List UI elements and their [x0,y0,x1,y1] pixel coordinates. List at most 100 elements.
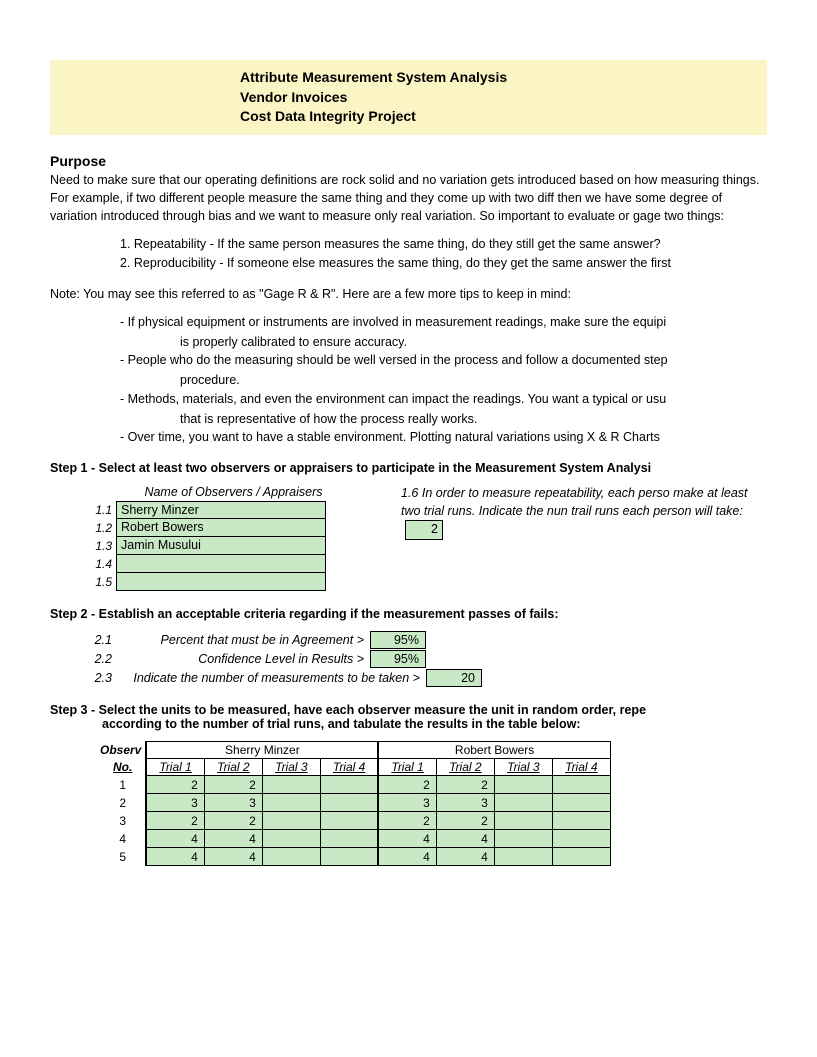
trial-head: Trial 4 [552,759,610,776]
observer-row: 1.4 [90,555,351,573]
trial-head: Trial 2 [204,759,262,776]
measurement-cell[interactable] [262,812,320,830]
measurement-cell[interactable]: 3 [436,794,494,812]
step-1-content: Name of Observers / Appraisers 1.1Sherry… [90,485,767,591]
tip-2: - People who do the measuring should be … [120,351,767,370]
measurement-cell[interactable]: 4 [378,848,436,866]
observer-name-input[interactable]: Sherry Minzer [116,501,326,519]
observer-row-num: 1.1 [90,501,116,519]
measurement-cell[interactable]: 2 [436,776,494,794]
measurement-cell[interactable] [494,776,552,794]
criteria-row: 2.3Indicate the number of measurements t… [90,669,767,687]
measurement-cell[interactable] [320,848,378,866]
observer-row-num: 1.5 [90,573,116,591]
observers-table: Name of Observers / Appraisers 1.1Sherry… [90,485,351,591]
observer-row: 1.2Robert Bowers [90,519,351,537]
trial-head: Trial 2 [436,759,494,776]
measurement-cell[interactable]: 4 [378,830,436,848]
criteria-value-input[interactable]: 95% [370,650,426,668]
measurement-cell[interactable] [494,830,552,848]
trial-head: Trial 1 [378,759,436,776]
criteria-num: 2.3 [90,671,120,685]
measurement-cell[interactable] [552,794,610,812]
tip-1: - If physical equipment or instruments a… [120,313,767,332]
measurement-cell[interactable] [320,812,378,830]
measurement-cell[interactable]: 4 [146,830,204,848]
title-line-1: Attribute Measurement System Analysis [240,68,767,88]
measurement-cell[interactable] [494,848,552,866]
step-1-heading: Step 1 - Select at least two observers o… [50,461,767,475]
trial-count-input[interactable]: 2 [405,520,443,540]
purpose-item-1: 1. Repeatability - If the same person me… [120,235,767,254]
purpose-numbered-list: 1. Repeatability - If the same person me… [50,235,767,273]
measurement-cell[interactable] [262,794,320,812]
measurement-cell[interactable]: 2 [146,812,204,830]
row-number: 3 [100,812,146,830]
trial-head: Trial 3 [494,759,552,776]
criteria-num: 2.1 [90,633,120,647]
observer-name-input[interactable]: Jamin Musului [116,537,326,555]
criteria-value-input[interactable]: 20 [426,669,482,687]
step-3-heading-l1: Step 3 - Select the units to be measured… [50,703,646,717]
observers-header: Name of Observers / Appraisers [116,485,351,499]
criteria-label: Confidence Level in Results > [120,652,370,666]
measurement-table: ObservSherry MinzerRobert BowersNo.Trial… [100,741,611,866]
observ-label: Observ [100,742,146,759]
observer-row: 1.5 [90,573,351,591]
trial-head: Trial 4 [320,759,378,776]
measurement-cell[interactable] [552,812,610,830]
observer-name-input[interactable]: Robert Bowers [116,519,326,537]
observer-row: 1.3Jamin Musului [90,537,351,555]
title-line-3: Cost Data Integrity Project [240,107,767,127]
measurement-cell[interactable] [320,776,378,794]
measurement-cell[interactable]: 3 [146,794,204,812]
row-number: 2 [100,794,146,812]
measurement-cell[interactable] [262,848,320,866]
measurement-cell[interactable]: 4 [204,848,262,866]
measurement-cell[interactable] [552,830,610,848]
measurement-cell[interactable]: 4 [436,848,494,866]
measurement-cell[interactable]: 2 [436,812,494,830]
tip-2-cont: procedure. [120,371,767,390]
step-2-heading: Step 2 - Establish an acceptable criteri… [50,607,767,621]
observer-row-num: 1.3 [90,537,116,555]
observer-name-input[interactable] [116,555,326,573]
measurement-cell[interactable]: 2 [378,776,436,794]
measurement-cell[interactable] [320,830,378,848]
criteria-num: 2.2 [90,652,120,666]
measurement-cell[interactable] [262,776,320,794]
tip-1-cont: is properly calibrated to ensure accurac… [120,333,767,352]
tip-4: - Over time, you want to have a stable e… [120,428,767,447]
observer-group-head: Sherry Minzer [146,742,378,759]
observer-name-input[interactable] [116,573,326,591]
step-1-right-num: 1.6 [401,486,418,500]
criteria-label: Percent that must be in Agreement > [120,633,370,647]
measurement-cell[interactable] [552,776,610,794]
measurement-cell[interactable]: 2 [204,776,262,794]
measurement-cell[interactable] [494,794,552,812]
measurement-cell[interactable] [262,830,320,848]
step-2-content: 2.1Percent that must be in Agreement >95… [90,631,767,687]
measurement-cell[interactable]: 2 [204,812,262,830]
observer-row-num: 1.2 [90,519,116,537]
criteria-label: Indicate the number of measurements to b… [120,671,426,685]
measurement-cell[interactable]: 4 [436,830,494,848]
measurement-cell[interactable] [494,812,552,830]
criteria-value-input[interactable]: 95% [370,631,426,649]
step-1-right-note: 1.6 In order to measure repeatability, e… [401,485,767,540]
measurement-cell[interactable]: 4 [146,848,204,866]
measurement-cell[interactable]: 2 [378,812,436,830]
observer-row-num: 1.4 [90,555,116,573]
measurement-cell[interactable]: 3 [378,794,436,812]
purpose-heading: Purpose [50,153,767,169]
measurement-cell[interactable]: 2 [146,776,204,794]
measurement-cell[interactable]: 4 [204,830,262,848]
criteria-row: 2.1Percent that must be in Agreement >95… [90,631,767,649]
tip-3-cont: that is representative of how the proces… [120,410,767,429]
observer-group-head: Robert Bowers [378,742,610,759]
measurement-cell[interactable] [552,848,610,866]
measurement-cell[interactable] [320,794,378,812]
step-3-heading-l2: according to the number of trial runs, a… [50,717,581,731]
row-number: 4 [100,830,146,848]
measurement-cell[interactable]: 3 [204,794,262,812]
